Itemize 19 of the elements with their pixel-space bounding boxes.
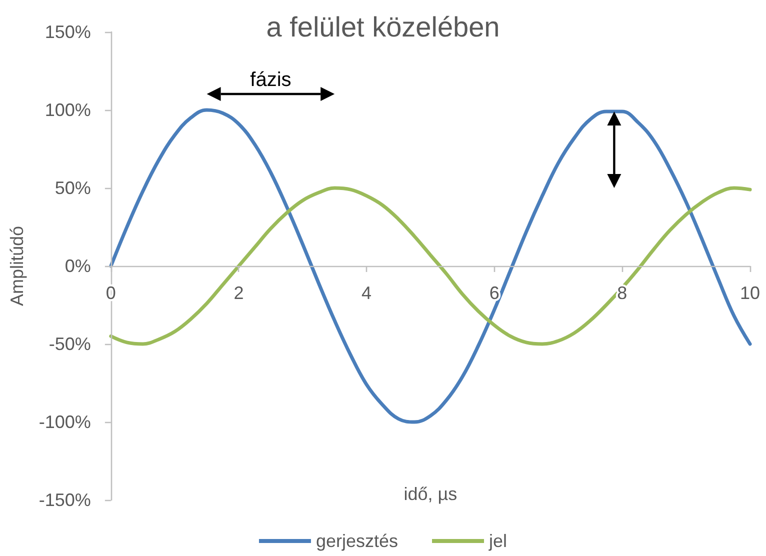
y-tick-label: 50% [54,178,91,198]
x-tick-label: 8 [617,283,628,303]
chart-title: a felület közelében [266,12,500,42]
x-tick-label: 0 [106,283,116,303]
x-tick-label: 4 [362,283,372,303]
y-tick-label: -150% [38,490,91,510]
x-tick-label: 6 [489,283,500,303]
legend-label: jel [488,531,508,551]
annotation: fázis [250,69,292,91]
y-tick-label: 0% [64,256,91,276]
x-axis-title: idő, µs [404,484,458,504]
y-axis-title: Amplitúdó [7,226,27,306]
y-tick-label: 150% [44,22,91,42]
y-tick-label: -50% [48,334,91,354]
y-tick-label: -100% [38,412,91,432]
x-tick-label: 2 [234,283,244,303]
legend-label: gerjesztés [316,531,398,551]
x-tick-label: 10 [740,283,760,303]
y-tick-label: 100% [44,100,91,120]
